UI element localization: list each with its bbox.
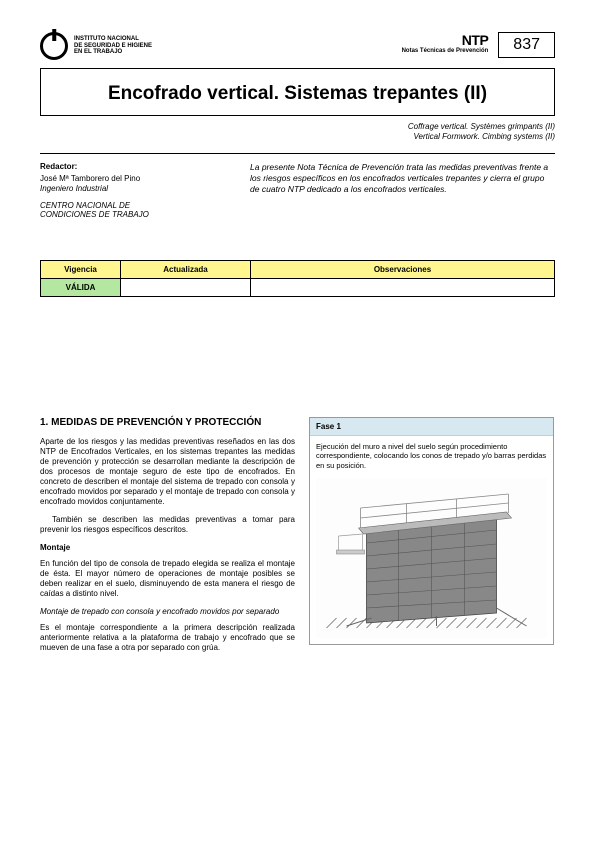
author-name: José Mª Tamborero del Pino [40,174,220,183]
doc-number: 837 [498,32,555,58]
td-observaciones [251,278,555,296]
ntp-block: NTP Notas Técnicas de Prevención [402,32,489,54]
author-role: Ingeniero Industrial [40,184,220,193]
org-line-1: INSTITUTO NACIONAL [74,36,152,43]
td-actualizada [121,278,251,296]
content-columns: 1. MEDIDAS DE PREVENCIÓN Y PROTECCIÓN Ap… [40,417,555,662]
fase-diagram [316,478,547,638]
fase-description: Ejecución del muro a nivel del suelo seg… [316,442,547,470]
redactor-label: Redactor: [40,162,220,171]
section-heading: 1. MEDIDAS DE PREVENCIÓN Y PROTECCIÓN [40,417,295,430]
paragraph-1: Aparte de los riesgos y las medidas prev… [40,437,295,507]
td-vigencia: VÁLIDA [41,278,121,296]
author-org: CENTRO NACIONAL DE CONDICIONES DE TRABAJ… [40,201,220,220]
author-org-1: CENTRO NACIONAL DE [40,201,220,211]
ntp-logo: NTP [402,32,489,48]
header-right: NTP Notas Técnicas de Prevención 837 [402,32,555,58]
fase-body: Ejecución del muro a nivel del suelo seg… [310,436,553,644]
document-page: INSTITUTO NACIONAL DE SEGURIDAD E HIGIEN… [0,0,595,681]
main-title: Encofrado vertical. Sistemas trepantes (… [49,83,546,105]
subheading-montaje: Montaje [40,543,295,553]
org-logo-icon [40,32,68,60]
org-line-3: EN EL TRABAJO [74,49,152,56]
paragraph-2: También se describen las medidas prevent… [40,515,295,535]
th-vigencia: Vigencia [41,260,121,278]
paragraph-3: En función del tipo de consola de trepad… [40,559,295,599]
paragraph-4: Es el montaje correspondiente a la prime… [40,623,295,653]
fase-title: Fase 1 [310,418,553,436]
subheading-separado: Montaje de trepado con consola y encofra… [40,607,295,617]
title-box: Encofrado vertical. Sistemas trepantes (… [40,68,555,116]
left-column: 1. MEDIDAS DE PREVENCIÓN Y PROTECCIÓN Ap… [40,417,295,662]
table-row: VÁLIDA [41,278,555,296]
right-column: Fase 1 Ejecución del muro a nivel del su… [309,417,554,662]
fase-box: Fase 1 Ejecución del muro a nivel del su… [309,417,554,645]
formwork-illustration-icon [316,478,547,638]
table-header-row: Vigencia Actualizada Observaciones [41,260,555,278]
intro-text: La presente Nota Técnica de Prevención t… [250,162,555,220]
org-logo-block: INSTITUTO NACIONAL DE SEGURIDAD E HIGIEN… [40,32,152,60]
divider [40,153,555,154]
org-line-2: DE SEGURIDAD E HIGIENE [74,43,152,50]
th-observaciones: Observaciones [251,260,555,278]
ntp-subtitle: Notas Técnicas de Prevención [402,48,489,54]
subtitle-block: Coffrage vertical. Systèmes grimpants (I… [40,122,555,143]
author-block: Redactor: José Mª Tamborero del Pino Ing… [40,162,220,220]
meta-row: Redactor: José Mª Tamborero del Pino Ing… [40,162,555,220]
th-actualizada: Actualizada [121,260,251,278]
subtitle-en: Vertical Formwork. Cimbing systems (II) [40,132,555,142]
subtitle-fr: Coffrage vertical. Systèmes grimpants (I… [40,122,555,132]
author-org-2: CONDICIONES DE TRABAJO [40,210,220,220]
status-table: Vigencia Actualizada Observaciones VÁLID… [40,260,555,297]
header-row: INSTITUTO NACIONAL DE SEGURIDAD E HIGIEN… [40,32,555,60]
org-name: INSTITUTO NACIONAL DE SEGURIDAD E HIGIEN… [74,36,152,56]
